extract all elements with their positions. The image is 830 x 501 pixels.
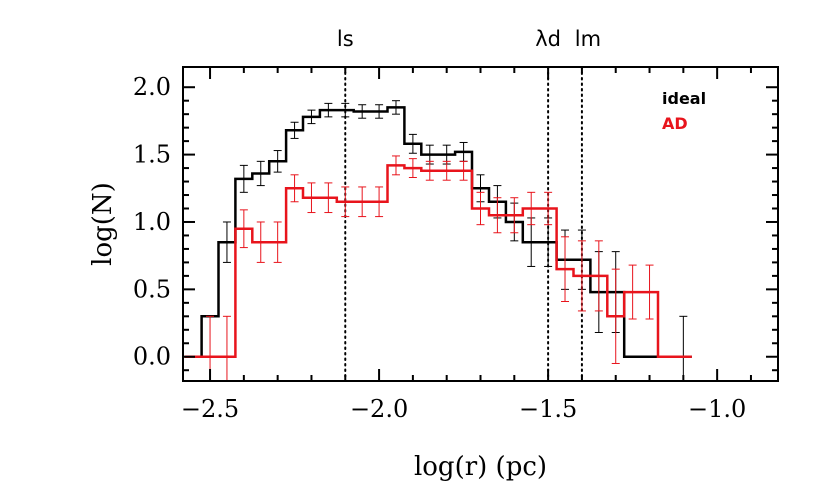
- y-tick-label: 1.0: [133, 208, 171, 236]
- legend-entry-ideal: ideal: [662, 89, 706, 108]
- histogram-step-line: [184, 106, 692, 358]
- y-tick-label: 0.0: [133, 343, 171, 371]
- x-axis-title: log(r) (pc): [414, 452, 547, 482]
- marker-label: ls: [337, 27, 354, 51]
- x-tick-label: −2.0: [350, 395, 408, 423]
- axis-ticks: [183, 67, 778, 381]
- y-tick-label: 2.0: [133, 73, 171, 101]
- x-tick-label: −1.0: [688, 395, 746, 423]
- legend-entry-ad: AD: [662, 114, 688, 133]
- marker-label: lm: [575, 27, 601, 51]
- histogram-step-line: [184, 164, 692, 358]
- x-tick-label: −1.5: [519, 395, 577, 423]
- marker-label: λd: [535, 27, 561, 51]
- legend: ideal AD: [662, 89, 706, 133]
- y-tick-label: 1.5: [133, 141, 171, 169]
- tick-labels: −2.5 −2.0 −1.5 −1.0 0.0 0.5 1.0 1.5 2.0: [133, 73, 746, 423]
- series-ad: [184, 155, 692, 381]
- series-group: [184, 100, 692, 381]
- y-axis-title: log(N): [88, 182, 118, 266]
- x-tick-label: −2.5: [181, 395, 239, 423]
- vertical-markers: ls λd lm: [337, 27, 601, 382]
- y-tick-label: 0.5: [133, 275, 171, 303]
